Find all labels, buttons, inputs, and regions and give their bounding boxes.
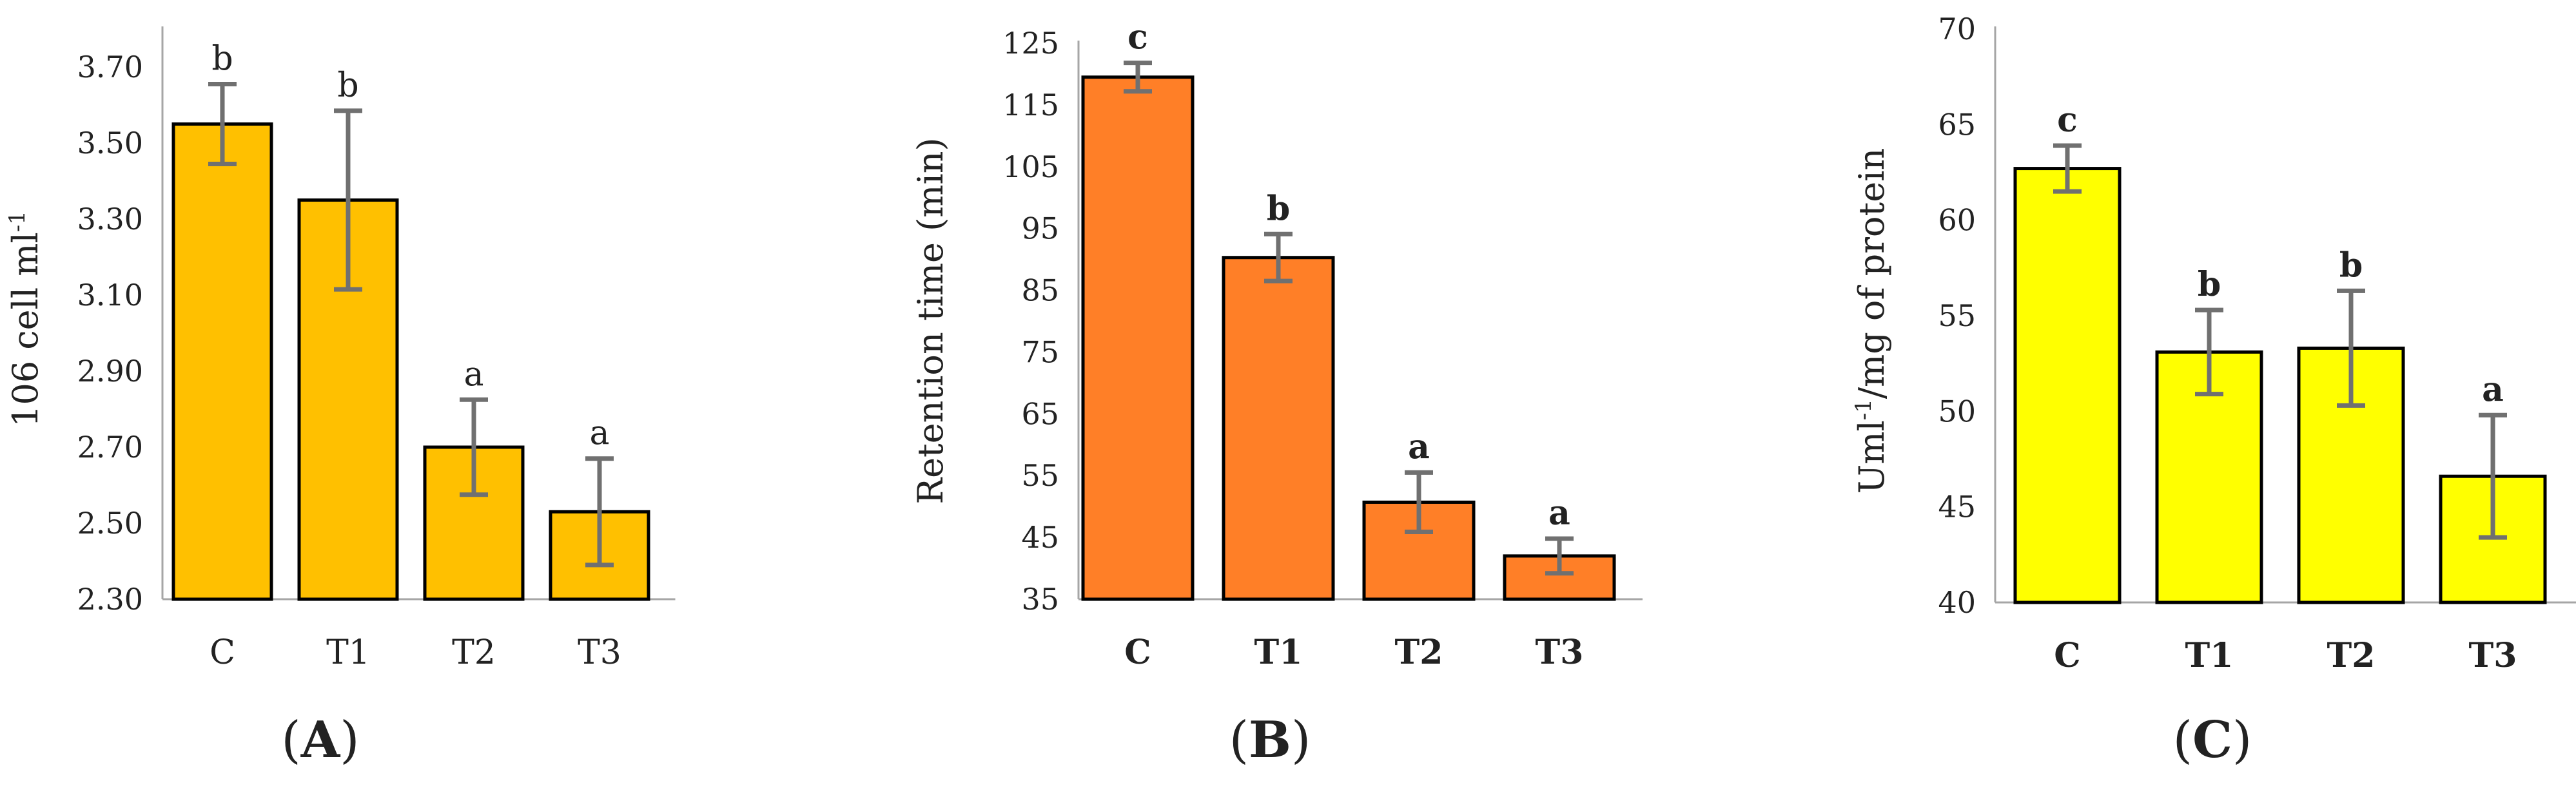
significance-label-t2: b xyxy=(2339,245,2363,285)
panel-label: (A) xyxy=(281,711,359,769)
y-axis-title: Uml-1/mg of protein xyxy=(1851,148,1892,494)
chart-panel-b: 35 45 55 65 75 85 95 105 115 125 Retention time (m… xyxy=(910,18,1643,769)
bar-t1 xyxy=(1222,256,1335,601)
y-tick-label: 3.30 xyxy=(77,202,143,236)
y-tick-label: 2.50 xyxy=(77,506,143,541)
y-tick-label: 105 xyxy=(1002,149,1059,184)
y-tick-label: 55 xyxy=(1938,298,1976,333)
error-bar-t2 xyxy=(460,397,488,497)
y-tick-label: 75 xyxy=(1021,334,1059,369)
y-tick-label: 3.10 xyxy=(77,278,143,312)
significance-label-c: b xyxy=(211,40,233,79)
error-bar-t3 xyxy=(2479,412,2507,540)
panel-label: (C) xyxy=(2173,711,2252,769)
y-tick-label: 3.70 xyxy=(77,50,143,84)
error-bar-t2 xyxy=(2337,288,2365,408)
bar-c xyxy=(171,122,273,601)
y-axis-title: 106 cell ml-1 xyxy=(5,211,46,427)
significance-label-t2: a xyxy=(1408,427,1430,466)
error-bar-t3 xyxy=(1545,536,1574,576)
y-tick-label: 55 xyxy=(1021,458,1059,493)
chart-panel-c: 40 45 50 55 60 65 70 Uml-1/mg of protein c Cb T1 b T… xyxy=(1851,12,2576,769)
category-label-t3: T3 xyxy=(1536,633,1584,672)
y-tick-label: 60 xyxy=(1938,203,1976,238)
category-label-c: C xyxy=(2054,636,2080,675)
y-tick-label: 115 xyxy=(1002,88,1059,122)
significance-label-t1: b xyxy=(2198,265,2221,304)
error-bar-t1 xyxy=(1264,231,1293,283)
panel-label: (B) xyxy=(1229,711,1311,769)
category-label-t2: T2 xyxy=(452,633,496,672)
category-label-t2: T2 xyxy=(1395,633,1443,672)
y-tick-label: 95 xyxy=(1021,211,1059,246)
error-bar-c xyxy=(1124,61,1152,94)
y-tick-label: 2.90 xyxy=(77,354,143,389)
significance-label-c: c xyxy=(2057,101,2078,140)
y-tick-label: 45 xyxy=(1021,520,1059,555)
y-tick-label: 2.30 xyxy=(77,582,143,617)
category-label-t1: T1 xyxy=(2185,636,2234,675)
category-label-c: C xyxy=(210,633,235,672)
category-label-t1: T1 xyxy=(326,633,370,672)
y-tick-label: 2.70 xyxy=(77,430,143,465)
y-axis-title: Retention time (min) xyxy=(910,137,951,504)
category-label-t1: T1 xyxy=(1254,633,1303,672)
y-tick-label: 40 xyxy=(1938,585,1976,620)
y-tick-label: 70 xyxy=(1938,12,1976,46)
y-tick-label: 65 xyxy=(1938,107,1976,142)
significance-label-t1: b xyxy=(337,66,358,105)
y-tick-label: 50 xyxy=(1938,394,1976,428)
y-tick-label: 65 xyxy=(1021,396,1059,431)
error-bar-t1 xyxy=(2195,307,2223,397)
error-bar-c xyxy=(2053,143,2082,194)
category-label-t3: T3 xyxy=(578,633,621,672)
y-tick-label: 85 xyxy=(1021,273,1059,308)
significance-label-c: c xyxy=(1127,18,1148,57)
category-label-c: C xyxy=(1124,633,1151,672)
y-tick-label: 125 xyxy=(1002,26,1059,61)
category-label-t2: T2 xyxy=(2327,636,2376,675)
significance-label-t3: a xyxy=(589,414,609,453)
chart-panel-a: 2.30 2.50 2.70 2.90 3.10 3.30 3.50 3.70 106 cell… xyxy=(5,26,676,769)
significance-label-t2: a xyxy=(463,355,483,394)
error-bar-t2 xyxy=(1405,470,1433,534)
y-tick-label: 45 xyxy=(1938,490,1976,524)
error-bar-c xyxy=(208,82,237,166)
error-bar-t3 xyxy=(585,456,614,568)
category-label-t3: T3 xyxy=(2469,636,2517,675)
bar-c xyxy=(1081,75,1195,601)
significance-label-t1: b xyxy=(1267,189,1290,228)
significance-label-t3: a xyxy=(1548,494,1570,533)
error-bar-t1 xyxy=(334,108,362,292)
bar-c xyxy=(2013,167,2122,604)
significance-label-t3: a xyxy=(2482,370,2504,409)
y-tick-label: 35 xyxy=(1021,582,1059,617)
y-tick-label: 3.50 xyxy=(77,126,143,160)
